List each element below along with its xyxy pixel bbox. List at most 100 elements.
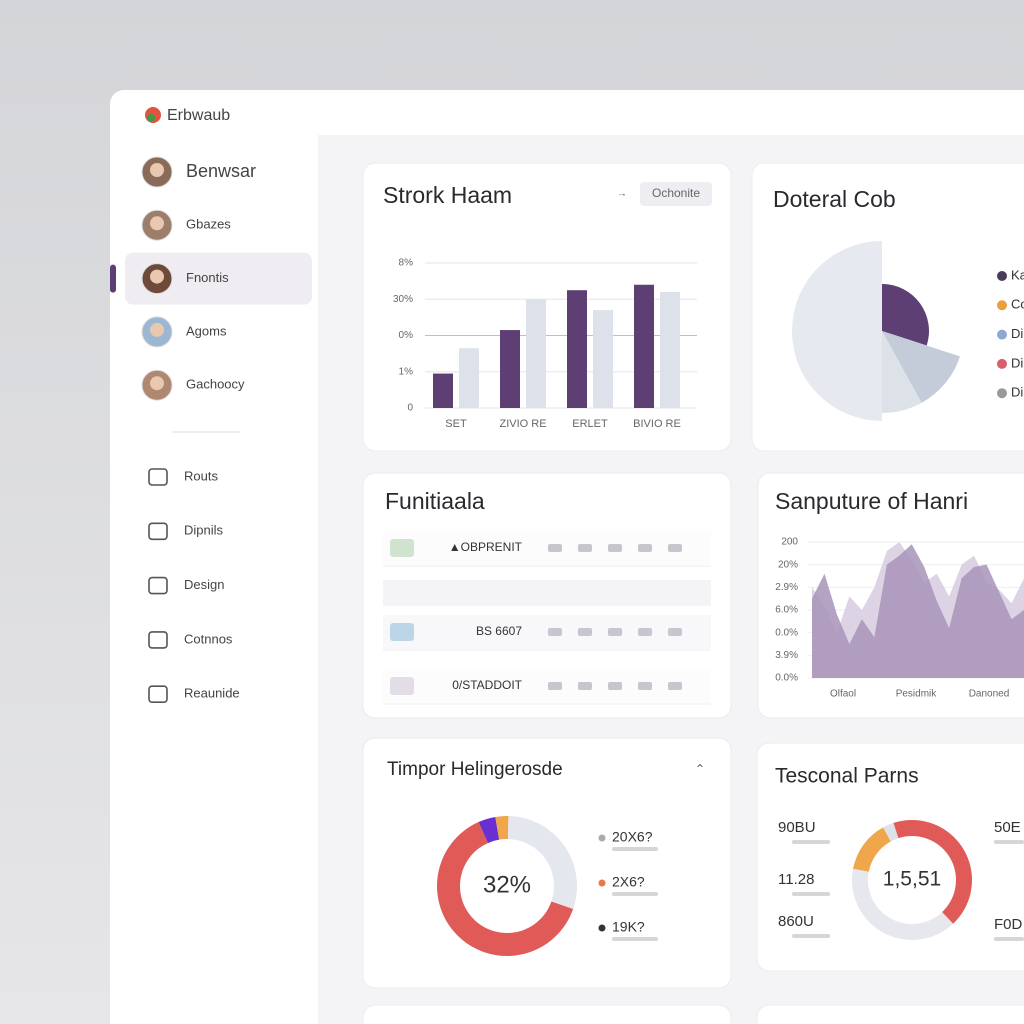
avatar-face bbox=[150, 376, 164, 391]
bar bbox=[593, 310, 613, 408]
avatar-face bbox=[150, 322, 164, 337]
legend-label: 20X6? bbox=[612, 829, 653, 845]
legend-sub bbox=[612, 937, 658, 941]
legend-dot bbox=[997, 300, 1007, 311]
row-label[interactable]: 0/STADDOIT bbox=[452, 678, 522, 692]
y-tick-label: 30% bbox=[393, 294, 413, 305]
slice bbox=[853, 827, 891, 872]
side-sub bbox=[994, 840, 1024, 844]
y-tick-label: 3.9% bbox=[775, 650, 798, 661]
user-name[interactable]: Gbazes bbox=[186, 217, 231, 232]
side-value: 90BU bbox=[778, 819, 816, 836]
side-sub bbox=[994, 937, 1024, 941]
bar bbox=[500, 330, 520, 408]
card-title: Doteral Cob bbox=[773, 186, 896, 212]
legend-sub bbox=[612, 847, 658, 851]
y-tick-label: 0.0% bbox=[775, 627, 798, 638]
nav-icon bbox=[148, 468, 168, 486]
row-cell bbox=[548, 628, 562, 636]
row-cell bbox=[548, 682, 562, 690]
legend-dot bbox=[598, 879, 606, 887]
x-tick-label: Olfaol bbox=[830, 689, 856, 700]
avatar-face bbox=[150, 269, 164, 284]
nav-label[interactable]: Design bbox=[184, 577, 224, 592]
row-bg bbox=[383, 531, 711, 565]
card-title: Timpor Helingerosde bbox=[387, 759, 563, 780]
row-bg bbox=[383, 615, 711, 649]
y-tick-label: 0.0% bbox=[775, 673, 798, 684]
card bbox=[362, 1004, 732, 1024]
side-value: 860U bbox=[778, 913, 814, 930]
side-value: 50E bbox=[994, 819, 1021, 836]
legend-sub bbox=[612, 892, 658, 896]
row-cell bbox=[578, 682, 592, 690]
row-cell bbox=[638, 544, 652, 552]
y-tick-label: 2.9% bbox=[775, 582, 798, 593]
side-sub bbox=[792, 840, 830, 844]
legend-label: Ka bbox=[1011, 267, 1024, 282]
side-sub bbox=[792, 892, 830, 896]
bar bbox=[660, 292, 680, 408]
arrow: → bbox=[617, 189, 627, 200]
row-cell bbox=[608, 682, 622, 690]
slice bbox=[912, 820, 973, 924]
row-label[interactable]: ▲OBPRENIT bbox=[449, 540, 523, 554]
side-value: 11.28 bbox=[778, 871, 814, 888]
user-name[interactable]: Benwsar bbox=[186, 161, 256, 181]
card-title: Sanputure of Hanri bbox=[775, 488, 968, 514]
slice bbox=[882, 331, 922, 413]
avatar-face bbox=[150, 163, 164, 177]
row-cell bbox=[638, 628, 652, 636]
user-name[interactable]: Gachoocy bbox=[186, 377, 245, 392]
avatar-face bbox=[150, 216, 164, 231]
row-label[interactable]: BS 6607 bbox=[476, 624, 522, 638]
legend-label: 19K? bbox=[612, 919, 645, 935]
side-value: F0D bbox=[994, 916, 1023, 933]
bar bbox=[433, 373, 453, 408]
y-tick-label: 6.0% bbox=[775, 605, 798, 616]
row-bg bbox=[383, 669, 711, 703]
button-label[interactable]: Ochonite bbox=[652, 186, 700, 200]
legend-dot bbox=[997, 358, 1007, 369]
slice bbox=[893, 820, 912, 839]
legend-dot bbox=[997, 388, 1007, 399]
card bbox=[756, 1004, 1024, 1024]
x-tick-label: Pesidmik bbox=[896, 689, 938, 700]
legend-label: Di bbox=[1011, 355, 1023, 370]
card-title: Strork Haam bbox=[383, 182, 512, 208]
legend-label: Di bbox=[1011, 326, 1023, 341]
nav-icon bbox=[148, 631, 168, 649]
row-cell bbox=[608, 544, 622, 552]
nav-icon bbox=[148, 685, 168, 704]
nav-icon bbox=[148, 522, 168, 541]
area bbox=[812, 544, 1024, 678]
y-tick-label: 8% bbox=[399, 258, 414, 269]
nav-label[interactable]: Reaunide bbox=[184, 686, 240, 701]
legend-label: 2X6? bbox=[612, 874, 645, 890]
slice bbox=[792, 241, 882, 421]
x-tick-label: ZIVIO RE bbox=[499, 418, 546, 430]
chevron[interactable]: ⌃ bbox=[695, 761, 706, 776]
y-tick-label: 20% bbox=[778, 559, 798, 570]
nav-label[interactable]: Dipnils bbox=[184, 523, 224, 538]
donut-center: 32% bbox=[483, 871, 531, 898]
user-name[interactable]: Agoms bbox=[186, 323, 227, 338]
y-tick-label: 200 bbox=[781, 537, 798, 548]
bar bbox=[526, 299, 546, 408]
row-cell bbox=[668, 682, 682, 690]
row-icon bbox=[390, 677, 414, 695]
row-cell bbox=[578, 628, 592, 636]
legend-dot bbox=[598, 834, 606, 842]
slice bbox=[882, 331, 960, 403]
slice bbox=[478, 816, 500, 844]
row-band bbox=[383, 580, 711, 606]
slice bbox=[882, 284, 929, 346]
x-tick-label: Danoned bbox=[969, 689, 1010, 700]
nav-label[interactable]: Routs bbox=[184, 468, 218, 483]
logo-dot bbox=[147, 114, 155, 122]
button[interactable] bbox=[640, 182, 712, 206]
nav-icon bbox=[148, 576, 168, 595]
nav-label[interactable]: Cotnnos bbox=[184, 631, 233, 646]
user-name[interactable]: Fnontis bbox=[186, 270, 229, 285]
